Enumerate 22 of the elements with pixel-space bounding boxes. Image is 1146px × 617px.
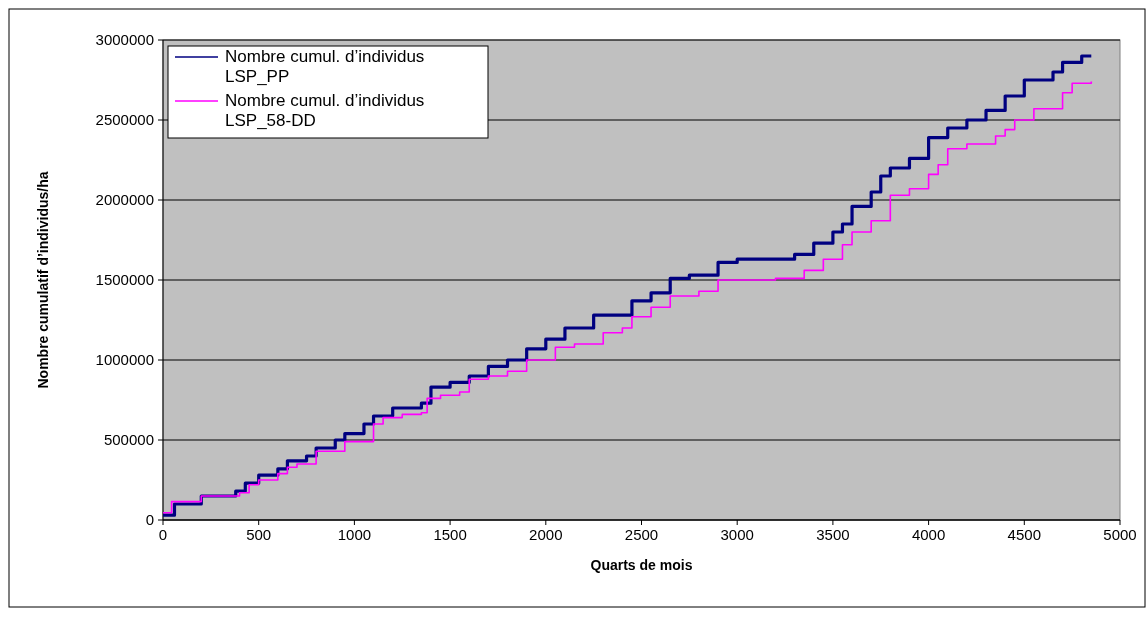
y-tick-label: 3000000 — [95, 31, 154, 48]
x-tick-label: 3500 — [816, 526, 850, 543]
x-tick-label: 0 — [158, 526, 168, 543]
y-tick-label: 0 — [145, 511, 154, 528]
x-tick-label: 1500 — [433, 526, 467, 543]
y-tick-label: 2000000 — [95, 191, 154, 208]
y-tick-label: 2500000 — [95, 111, 154, 128]
x-axis-title: Quarts de mois — [590, 557, 693, 573]
x-tick-label: 4500 — [1007, 526, 1041, 543]
x-tick-label: 4000 — [911, 526, 946, 543]
y-tick-label: 500000 — [103, 431, 154, 448]
x-tick-label: 3000 — [720, 526, 754, 543]
y-axis-title: Nombre cumulatif d’individus/ha — [35, 171, 51, 389]
legend-label: Nombre cumul. d’individus LSP_PP — [225, 47, 425, 86]
legend-label: Nombre cumul. d’individus LSP_58-DD — [225, 91, 425, 130]
x-tick-label: 500 — [246, 526, 272, 543]
x-tick-label: 1000 — [337, 526, 372, 543]
x-tick-label: 5000 — [1103, 526, 1137, 543]
x-tick-label: 2000 — [529, 526, 563, 543]
y-tick-label: 1500000 — [95, 271, 154, 288]
y-tick-label: 1000000 — [95, 351, 154, 368]
x-tick-label: 2500 — [624, 526, 659, 543]
